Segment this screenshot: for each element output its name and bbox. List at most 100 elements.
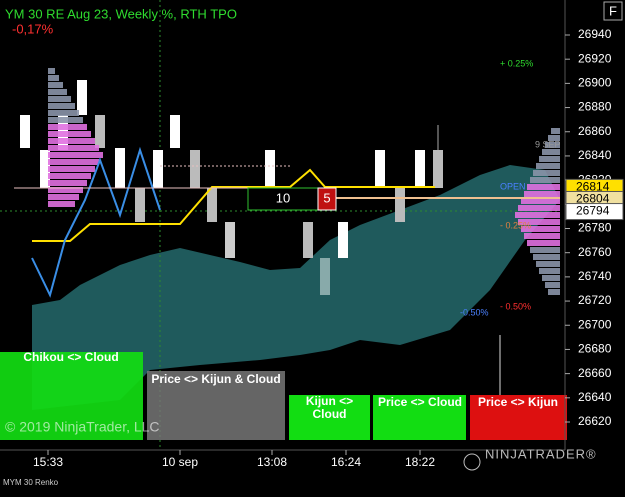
tpo-profile: [48, 89, 67, 95]
brick: [338, 222, 348, 258]
panel-label: Price <> Cloud: [378, 395, 462, 409]
tpo-profile: [48, 131, 91, 137]
price-tick-label: 26860: [578, 124, 612, 138]
annotation: -0.50%: [460, 307, 489, 317]
price-tick-label: 26940: [578, 27, 612, 41]
price-tick-label: 26760: [578, 245, 612, 259]
annotation: OPEN: [500, 181, 526, 191]
tpo-profile: [48, 117, 83, 123]
brick: [20, 115, 30, 148]
price-tag: [565, 203, 624, 221]
kijun-line: [32, 168, 435, 242]
price-tag-label: 26814: [576, 180, 610, 194]
tpo-profile: [518, 205, 560, 211]
tpo-profile: [542, 149, 560, 155]
box-red: [317, 187, 337, 211]
tpo-profile: [48, 103, 75, 109]
brick: [395, 188, 405, 222]
logo-icon: [463, 453, 481, 471]
price-tick-label: 26920: [578, 51, 612, 65]
panel-label: Chikou <> Cloud: [23, 350, 118, 364]
annotation: + 0.25%: [500, 58, 533, 68]
button-f-label[interactable]: F: [609, 3, 617, 18]
tpo-profile: [524, 233, 560, 239]
brick: [303, 222, 313, 258]
price-tick-label: 26680: [578, 342, 612, 356]
tpo-profile: [539, 156, 560, 162]
change: -0,17%: [12, 21, 54, 36]
tpo-profile: [48, 187, 83, 193]
brick: [265, 150, 275, 188]
tpo-profile: [48, 194, 79, 200]
tpo-profile: [533, 254, 560, 260]
button-f[interactable]: [603, 1, 623, 21]
tpo-profile: [48, 166, 95, 172]
panel-label-wrap: Kijun <> Cloud: [305, 395, 354, 421]
tpo-profile: [545, 142, 560, 148]
tpo-profile: [548, 135, 560, 141]
brick: [207, 188, 217, 222]
brick: [375, 150, 385, 188]
tpo-profile: [48, 152, 103, 158]
tpo-profile: [527, 184, 560, 190]
tpo-profile: [48, 138, 95, 144]
tpo-profile: [545, 282, 560, 288]
tpo-profile: [48, 180, 87, 186]
tpo-profile: [542, 275, 560, 281]
price-tick-label: 26900: [578, 76, 612, 90]
tpo-profile: [539, 268, 560, 274]
panel-label: Price <> Kijun: [478, 395, 558, 409]
logo: NINJATRADER®: [485, 446, 597, 461]
instrument: MYM 30 Renko: [3, 478, 59, 487]
panel: [147, 371, 285, 440]
tpo-profile: [521, 226, 560, 232]
panel-label: Kijun <> Cloud: [305, 395, 354, 421]
tpo-profile: [530, 247, 560, 253]
tpo-profile: [48, 68, 55, 74]
brick: [433, 150, 443, 188]
price-tick-label: 26880: [578, 100, 612, 114]
time-label: 16:24: [331, 455, 361, 469]
tpo-profile: [48, 173, 91, 179]
brick: [415, 150, 425, 188]
price-tick-label: 26660: [578, 366, 612, 380]
tpo-profile: [521, 198, 560, 204]
brick: [135, 188, 145, 222]
tpo-profile: [551, 128, 560, 134]
box-red-label: 5: [323, 190, 330, 205]
time-label: 13:08: [257, 455, 287, 469]
price-tag-label: 26794: [576, 204, 610, 218]
price-tag-label: 26804: [576, 192, 610, 206]
price-tick-label: 26720: [578, 293, 612, 307]
tenkan-line: [31, 146, 161, 298]
tpo-profile: [48, 96, 71, 102]
tpo-profile: [48, 75, 59, 81]
box-green-label: 10: [276, 190, 290, 205]
tpo-profile: [48, 124, 87, 130]
brick: [115, 148, 125, 188]
tpo-profile: [530, 177, 560, 183]
brick: [95, 115, 105, 148]
time-label: 15:33: [33, 455, 63, 469]
price-tick-label: 26780: [578, 221, 612, 235]
tpo-profile: [515, 212, 560, 218]
panel: [289, 395, 370, 440]
panel: [0, 352, 143, 440]
tpo-profile: [48, 159, 99, 165]
tpo-profile: [527, 240, 560, 246]
cloud: [32, 165, 560, 410]
time-label: 18:22: [405, 455, 435, 469]
panel: [373, 395, 466, 440]
price-tick-label: 26840: [578, 148, 612, 162]
price-tick-label: 26640: [578, 390, 612, 404]
brick: [190, 150, 200, 188]
tpo-profile: [48, 110, 79, 116]
brick: [40, 150, 50, 188]
brick: [77, 80, 87, 115]
price-tick-label: 26700: [578, 317, 612, 331]
tpo-profile: [548, 289, 560, 295]
brick: [320, 258, 330, 295]
brick: [153, 150, 163, 188]
title: YM 30 RE Aug 23, Weekly %, RTH TPO: [5, 6, 237, 21]
price-tick-label: 26740: [578, 269, 612, 283]
